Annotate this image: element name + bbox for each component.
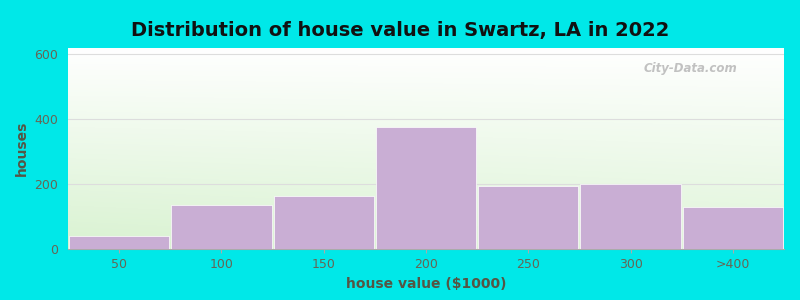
- Text: City-Data.com: City-Data.com: [644, 61, 738, 75]
- Bar: [581, 184, 681, 249]
- Bar: [171, 205, 271, 249]
- Bar: [682, 207, 783, 249]
- Bar: [376, 128, 476, 249]
- Y-axis label: houses: houses: [15, 121, 29, 176]
- Bar: [274, 196, 374, 249]
- Text: Distribution of house value in Swartz, LA in 2022: Distribution of house value in Swartz, L…: [131, 21, 669, 40]
- X-axis label: house value ($1000): house value ($1000): [346, 277, 506, 291]
- Bar: [478, 186, 578, 249]
- Bar: [69, 236, 170, 249]
